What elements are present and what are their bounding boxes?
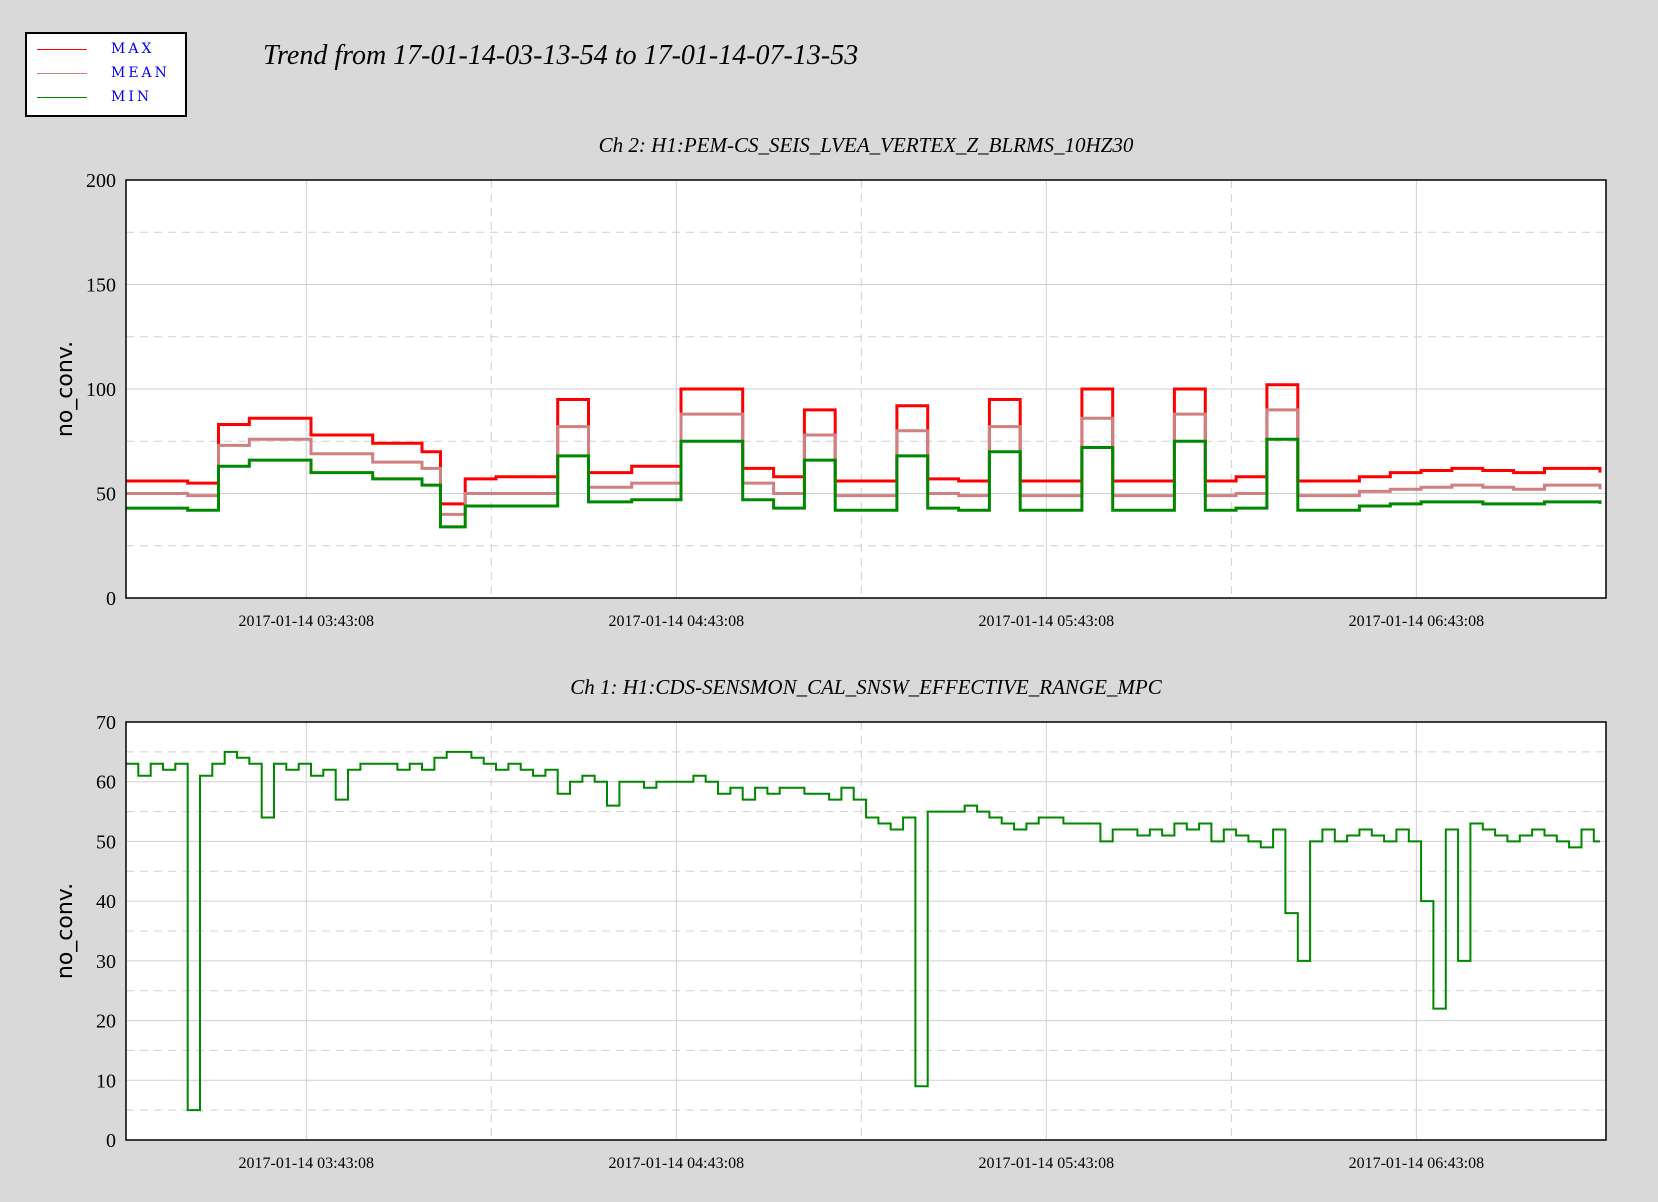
y-tick-label: 0 [106,1130,116,1152]
y-tick-label: 50 [96,831,116,853]
y-tick-label: 200 [86,170,116,192]
y-tick-label: 150 [86,275,116,297]
x-tick-label: 2017-01-14 03:43:08 [238,1155,374,1172]
y-axis-label: no_conv. [53,883,78,979]
x-tick-label: 2017-01-14 04:43:08 [609,613,745,630]
x-tick-label: 2017-01-14 05:43:08 [979,1155,1115,1172]
x-tick-label: 2017-01-14 03:43:08 [238,613,374,630]
plot-frame-1 [125,179,1607,599]
y-tick-label: 60 [96,772,116,794]
series-min [126,437,1602,529]
y-tick-label: 50 [96,484,116,506]
legend-label-max: MAX [111,41,155,57]
series-mean [126,408,1602,516]
y-tick-label: 10 [96,1070,116,1092]
y-tick-label: 20 [96,1011,116,1033]
legend-label-mean: MEAN [111,65,170,81]
x-tick-label: 2017-01-14 06:43:08 [1349,1155,1485,1172]
x-tick-label: 2017-01-14 06:43:08 [1349,613,1485,630]
y-axis-label: no_conv. [53,341,78,437]
y-tick-label: 70 [96,712,116,734]
page-title: Trend from 17-01-14-03-13-54 to 17-01-14… [263,40,859,71]
legend-label-min: MIN [111,89,153,105]
y-tick-label: 100 [86,379,116,401]
legend-swatch-min [37,96,87,98]
legend-item-max: MAX [37,41,154,57]
plot-title-1: Ch 2: H1:PEM-CS_SEIS_LVEA_VERTEX_Z_BLRMS… [599,133,1134,157]
plot-frame-2 [125,721,1607,1141]
plot-title-2: Ch 1: H1:CDS-SENSMON_CAL_SNSW_EFFECTIVE_… [570,675,1162,699]
y-tick-label: 0 [106,588,116,610]
legend-swatch-mean [37,72,87,74]
x-tick-label: 2017-01-14 04:43:08 [609,1155,745,1172]
y-tick-label: 40 [96,891,116,913]
legend-item-mean: MEAN [37,65,170,81]
x-tick-label: 2017-01-14 05:43:08 [979,613,1115,630]
legend-item-min: MIN [37,89,152,105]
y-tick-label: 30 [96,951,116,973]
legend: MAX MEAN MIN [25,32,187,117]
legend-swatch-max [37,48,87,50]
series-min [126,750,1600,1112]
